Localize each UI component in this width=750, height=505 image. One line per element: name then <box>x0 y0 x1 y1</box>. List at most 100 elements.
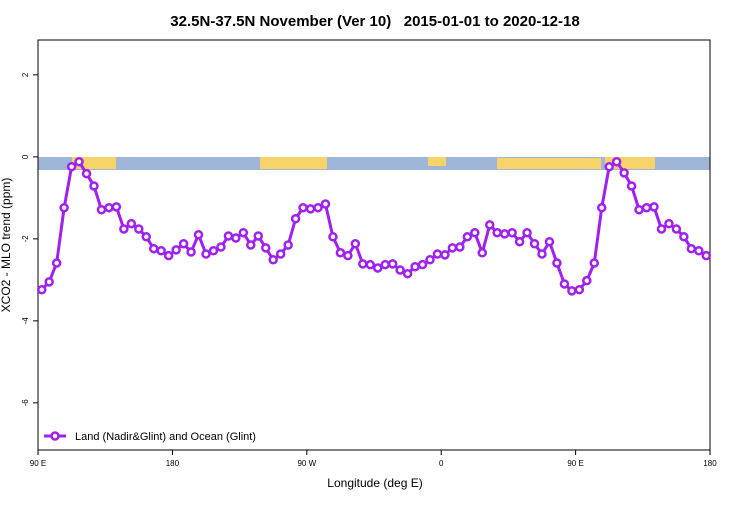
point <box>634 204 644 215</box>
point <box>626 181 637 191</box>
x-tick-label: 180 <box>166 459 180 468</box>
point <box>425 255 435 265</box>
point <box>156 245 166 256</box>
point <box>171 245 181 255</box>
x-tick-label: 90 E <box>30 459 46 468</box>
point <box>507 227 517 238</box>
point <box>372 263 383 273</box>
x-tick-label: 90 W <box>297 459 316 468</box>
point <box>432 249 443 259</box>
point <box>305 204 316 214</box>
point <box>552 258 562 268</box>
point <box>119 224 129 234</box>
y-tick-label: 2 <box>21 72 30 77</box>
point <box>604 161 614 172</box>
point <box>96 204 107 215</box>
x-axis-label: Longitude (deg E) <box>327 476 422 490</box>
point <box>358 259 368 269</box>
point <box>36 284 47 295</box>
point <box>44 277 54 287</box>
point <box>89 181 99 191</box>
point <box>74 157 84 167</box>
x-tick-label: 0 <box>439 459 444 468</box>
point <box>148 243 159 254</box>
point <box>51 258 62 268</box>
point <box>582 275 592 286</box>
point <box>253 231 264 241</box>
point <box>522 227 532 238</box>
point <box>178 239 189 249</box>
point <box>402 268 413 279</box>
point <box>268 255 278 265</box>
point <box>387 259 398 269</box>
point <box>193 230 204 240</box>
point <box>208 245 219 256</box>
point <box>163 250 174 261</box>
x-tick-label: 90 E <box>567 459 583 468</box>
point <box>589 258 600 268</box>
point <box>544 236 555 247</box>
point <box>537 249 547 259</box>
point <box>664 218 674 229</box>
point <box>313 202 323 213</box>
point <box>559 279 570 289</box>
point <box>574 284 585 295</box>
point <box>350 239 361 249</box>
point <box>417 259 428 270</box>
legend-label: Land (Nadir&Glint) and Ocean (Glint) <box>75 431 256 443</box>
point <box>656 224 667 234</box>
point <box>477 248 488 258</box>
point <box>320 199 331 209</box>
y-axis-label: XCO2 - MLO trend (ppm) <box>0 178 13 313</box>
point <box>380 259 390 270</box>
point <box>619 168 629 178</box>
point <box>201 249 211 259</box>
point <box>529 239 540 249</box>
point <box>126 218 137 229</box>
y-tick-label: -2 <box>21 235 30 243</box>
point <box>59 202 69 213</box>
point <box>66 161 77 172</box>
plot-frame <box>37 39 711 451</box>
point <box>328 232 338 242</box>
y-tick-label: -6 <box>21 399 30 407</box>
point <box>141 232 152 242</box>
point <box>111 202 122 212</box>
point <box>686 243 697 254</box>
point <box>492 227 502 238</box>
point <box>395 265 405 275</box>
point <box>499 229 510 239</box>
point <box>365 259 376 270</box>
point <box>611 157 622 167</box>
point <box>290 214 301 224</box>
point <box>223 231 234 241</box>
point <box>679 232 689 242</box>
point <box>343 250 353 261</box>
point <box>283 240 293 250</box>
point <box>455 242 465 252</box>
point <box>484 220 495 230</box>
point <box>81 168 92 179</box>
y-tick-label: -4 <box>21 317 30 325</box>
y-tick-label: 0 <box>21 154 30 159</box>
point <box>104 202 114 213</box>
point <box>462 232 473 242</box>
point <box>514 236 525 247</box>
point <box>231 233 241 243</box>
point <box>567 286 577 296</box>
point <box>701 250 712 261</box>
point <box>238 227 249 238</box>
point <box>246 240 256 250</box>
point <box>694 245 704 256</box>
point <box>134 224 144 234</box>
point <box>641 202 652 213</box>
point <box>260 243 271 253</box>
point <box>447 243 458 253</box>
point <box>649 202 659 212</box>
point <box>186 247 196 257</box>
point <box>470 227 480 238</box>
x-tick-label: 180 <box>703 459 717 468</box>
point <box>671 224 682 234</box>
point <box>440 250 450 260</box>
point <box>298 202 308 213</box>
